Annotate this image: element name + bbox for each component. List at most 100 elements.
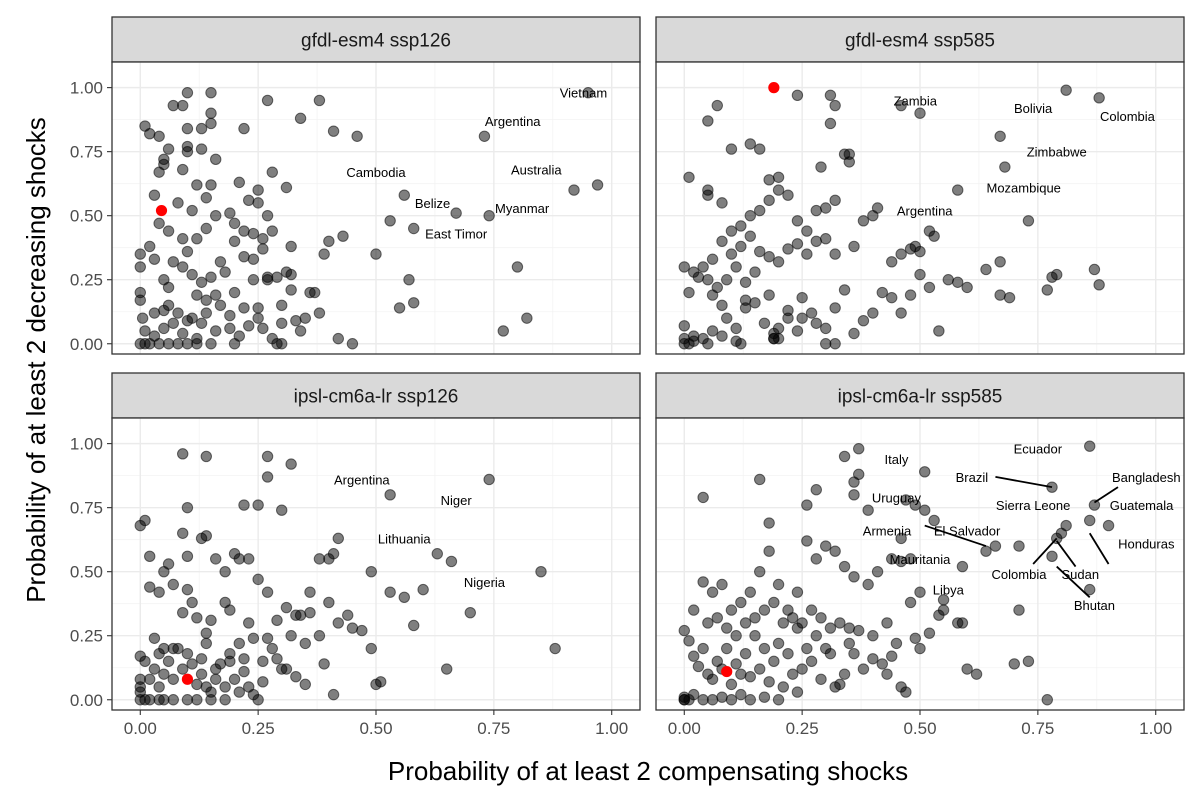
data-point xyxy=(177,663,189,675)
data-point xyxy=(838,284,851,296)
data-point xyxy=(148,189,161,201)
data-point xyxy=(768,655,780,668)
y-tick-label: 1.00 xyxy=(70,79,103,98)
data-point xyxy=(886,553,898,565)
data-point xyxy=(144,673,156,685)
data-point xyxy=(763,545,775,557)
data-point xyxy=(725,248,738,260)
data-point xyxy=(829,338,841,350)
data-point xyxy=(224,604,236,616)
data-point xyxy=(683,171,695,183)
data-point xyxy=(989,540,1002,552)
data-point xyxy=(304,586,316,598)
data-point xyxy=(247,227,260,240)
data-point xyxy=(191,678,203,691)
data-point xyxy=(148,330,161,342)
data-point xyxy=(777,617,789,629)
data-point xyxy=(181,338,194,350)
data-point xyxy=(219,565,231,578)
data-point xyxy=(200,294,212,306)
data-point xyxy=(820,233,832,245)
data-point xyxy=(956,617,969,629)
point-label: Bangladesh xyxy=(1112,470,1181,485)
data-point xyxy=(749,297,761,309)
data-point xyxy=(895,532,907,545)
point-label: Australia xyxy=(511,163,562,178)
data-point xyxy=(167,256,179,268)
label-leader-line xyxy=(995,476,1053,489)
data-point xyxy=(408,619,420,632)
data-point xyxy=(243,617,255,629)
point-label: Argentina xyxy=(897,204,953,219)
data-point xyxy=(744,209,756,222)
data-point xyxy=(900,686,912,698)
data-point xyxy=(772,578,785,591)
data-point xyxy=(238,665,250,678)
label-leader-line xyxy=(1056,565,1091,598)
label-leader-line xyxy=(1088,532,1110,565)
data-point xyxy=(848,327,860,340)
data-point xyxy=(706,253,719,265)
data-point xyxy=(886,256,898,268)
data-point xyxy=(805,604,818,616)
data-point xyxy=(299,678,311,691)
data-point xyxy=(252,197,264,209)
data-point xyxy=(177,448,189,460)
data-point xyxy=(706,586,719,598)
data-point xyxy=(313,630,326,642)
data-point xyxy=(144,581,156,593)
data-point xyxy=(224,207,236,219)
data-point xyxy=(403,274,415,286)
data-point xyxy=(294,112,307,125)
data-point xyxy=(721,274,733,286)
label-leader-line xyxy=(1032,537,1058,565)
data-point xyxy=(228,673,241,685)
data-point xyxy=(730,322,742,335)
data-point xyxy=(853,443,865,455)
data-point xyxy=(337,230,349,242)
point-label: East Timor xyxy=(425,227,488,242)
data-point xyxy=(162,225,175,237)
data-point xyxy=(261,209,274,222)
data-point xyxy=(805,307,818,319)
data-point xyxy=(346,338,359,350)
data-point xyxy=(820,338,832,350)
point-label: El Salvador xyxy=(934,524,1001,539)
point-label: Honduras xyxy=(1118,537,1175,552)
point-label: Sierra Leone xyxy=(996,498,1070,513)
data-point xyxy=(721,642,733,655)
data-point xyxy=(782,243,794,255)
data-point xyxy=(904,289,917,301)
data-point xyxy=(810,317,822,329)
data-point xyxy=(210,673,222,685)
data-point xyxy=(172,338,184,350)
data-point xyxy=(706,694,719,706)
data-point xyxy=(815,612,827,624)
data-point xyxy=(205,338,217,350)
data-point xyxy=(754,473,766,486)
data-point xyxy=(162,281,175,294)
data-point xyxy=(716,235,728,247)
data-point xyxy=(290,609,302,621)
data-point xyxy=(342,609,354,621)
data-point xyxy=(266,332,278,345)
data-point xyxy=(829,302,841,314)
data-point xyxy=(942,274,954,286)
data-point xyxy=(772,694,785,706)
data-point xyxy=(162,655,175,668)
data-point xyxy=(772,184,785,196)
data-point xyxy=(134,650,146,662)
data-point xyxy=(167,317,179,329)
data-point xyxy=(200,450,212,463)
data-point xyxy=(266,166,278,178)
data-point xyxy=(791,238,804,250)
data-point xyxy=(285,458,297,470)
data-point xyxy=(177,163,189,176)
data-point xyxy=(801,642,813,655)
data-point xyxy=(678,691,690,703)
data-point xyxy=(136,312,149,324)
data-point xyxy=(191,612,203,624)
y-tick-label: 0.50 xyxy=(70,207,103,226)
data-point xyxy=(881,617,893,629)
data-point xyxy=(214,299,227,312)
